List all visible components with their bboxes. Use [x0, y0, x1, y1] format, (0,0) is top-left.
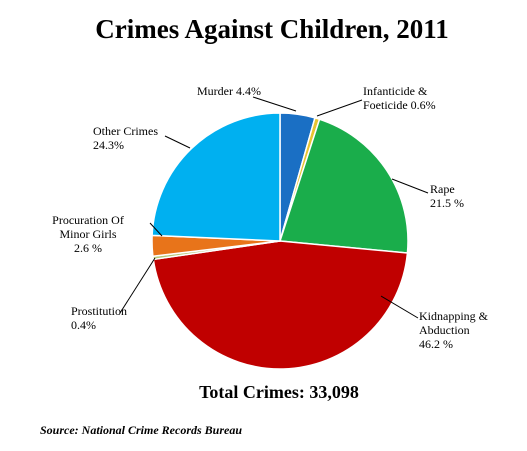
label-procuration-of-minor-girls: Procuration Of Minor Girls 2.6 %	[52, 213, 124, 255]
label-murder: Murder 4.4%	[197, 84, 261, 98]
leader-line-rape	[391, 178, 429, 194]
leader-lines	[119, 96, 429, 319]
label-rape: Rape 21.5 %	[430, 182, 464, 210]
label-infanticide-foeticide: Infanticide & Foeticide 0.6%	[363, 84, 436, 112]
source-note: Source: National Crime Records Bureau	[40, 423, 242, 437]
chart-title: Crimes Against Children, 2011	[95, 14, 449, 44]
leader-line-kidnapping-abduction	[380, 295, 419, 319]
slice-other-crimes	[151, 112, 281, 242]
slice-kidnapping-abduction	[152, 240, 409, 370]
label-prostitution: Prostitution 0.4%	[71, 304, 127, 332]
pie-slices	[151, 112, 409, 370]
total-crimes-label: Total Crimes: 33,098	[199, 382, 359, 402]
label-kidnapping-abduction: Kidnapping & Abduction 46.2 %	[419, 309, 489, 351]
slice-labels: Murder 4.4% Infanticide & Foeticide 0.6% Ra…	[52, 84, 488, 351]
label-other-crimes: Other Crimes 24.3%	[93, 124, 158, 152]
leader-line-prostitution	[119, 257, 156, 314]
leader-line-murder	[252, 96, 297, 112]
leader-line-other-crimes	[164, 135, 191, 149]
slice-rape	[278, 118, 409, 254]
leader-line-infanticide-foeticide	[316, 99, 363, 117]
leader-line-procuration-of-minor-girls	[149, 222, 163, 237]
